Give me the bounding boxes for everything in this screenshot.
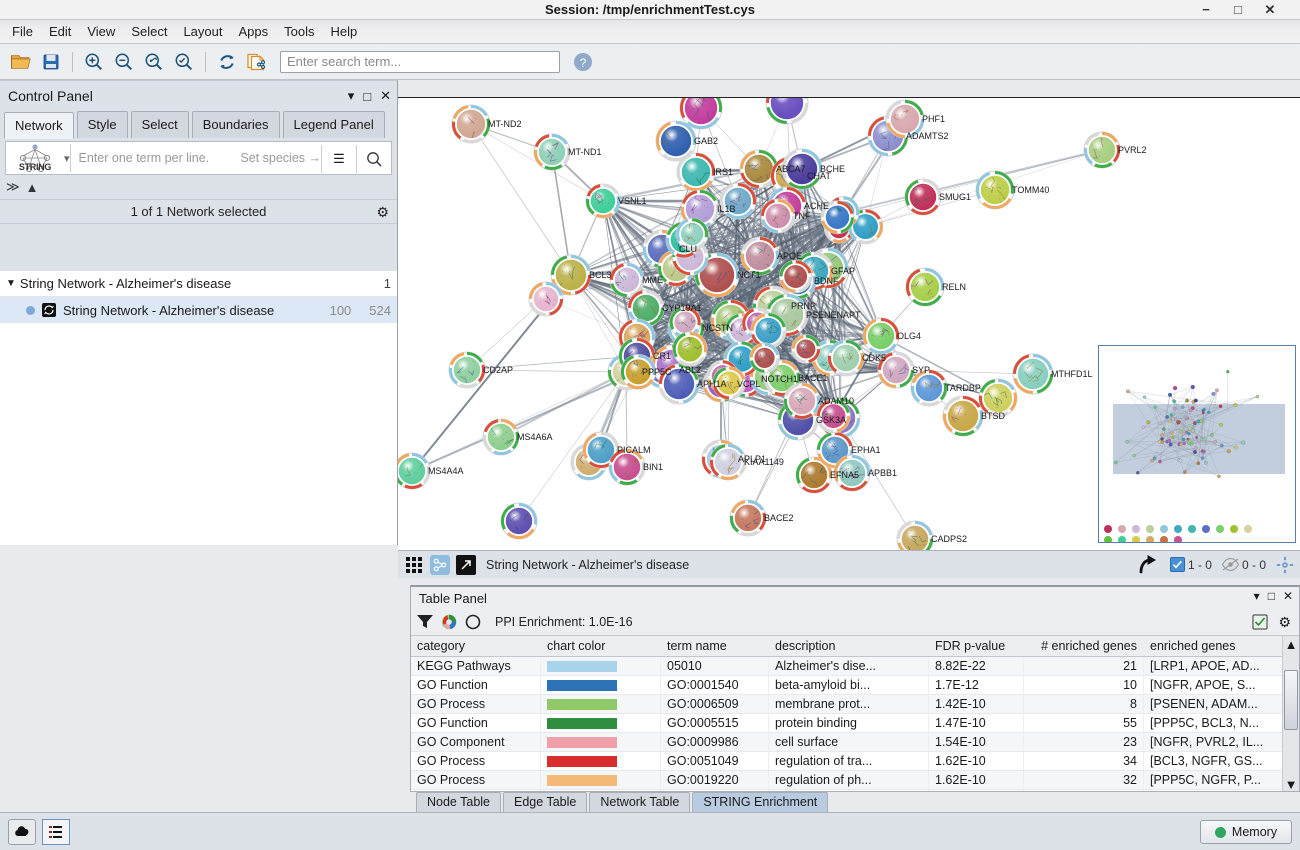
svg-text:?: ? [580, 56, 587, 70]
